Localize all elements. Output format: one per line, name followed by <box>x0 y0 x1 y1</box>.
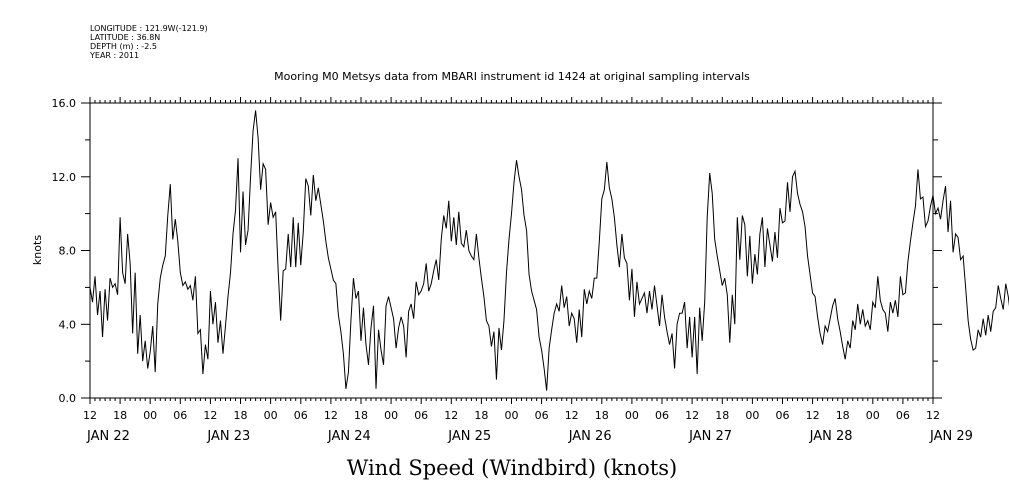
x-hour-label: 18 <box>595 409 609 422</box>
x-hour-label: 18 <box>234 409 248 422</box>
x-hour-label: 12 <box>685 409 699 422</box>
y-tick-label: 8.0 <box>59 245 77 258</box>
x-date-label: JAN 26 <box>568 429 612 444</box>
x-date-label: JAN 23 <box>206 429 250 444</box>
x-date-label: JAN 22 <box>86 429 130 444</box>
x-hour-label: 00 <box>866 409 880 422</box>
chart-title: Mooring M0 Metsys data from MBARI instru… <box>274 70 750 83</box>
y-tick-label: 4.0 <box>59 318 77 331</box>
x-hour-label: 06 <box>294 409 308 422</box>
x-hour-label: 00 <box>625 409 639 422</box>
x-axis-title: Wind Speed (Windbird) (knots) <box>347 456 677 480</box>
x-hour-labels: 12 18 00 06 12 18 00 06 12 18 00 06 12 18 00 06 12 18 00 06… <box>83 409 940 422</box>
x-hour-label: 12 <box>203 409 217 422</box>
x-date-label: JAN 27 <box>688 429 732 444</box>
x-hour-label: 12 <box>324 409 338 422</box>
x-hour-label: 06 <box>173 409 187 422</box>
x-hour-label: 00 <box>264 409 278 422</box>
x-date-label: JAN 24 <box>327 429 371 444</box>
x-hour-label: 12 <box>444 409 458 422</box>
x-hour-label: 00 <box>745 409 759 422</box>
plot-frame <box>89 102 934 399</box>
x-hour-label: 12 <box>83 409 97 422</box>
x-hour-label: 12 <box>926 409 940 422</box>
x-hour-label: 18 <box>474 409 488 422</box>
x-hour-label: 18 <box>113 409 127 422</box>
x-hour-label: 06 <box>776 409 790 422</box>
y-tick-label: 16.0 <box>52 97 77 110</box>
x-hour-label: 06 <box>535 409 549 422</box>
x-hour-label: 00 <box>505 409 519 422</box>
x-hour-label: 06 <box>655 409 669 422</box>
x-hour-label: 18 <box>715 409 729 422</box>
y-tick-labels: 0.0 4.0 8.0 12.0 16.0 <box>52 97 77 405</box>
x-hour-label: 18 <box>354 409 368 422</box>
x-date-label: JAN 29 <box>929 429 973 444</box>
depth-text: DEPTH (m) : -2.5 <box>90 42 157 51</box>
metadata-block: LONGITUDE : 121.9W(-121.9) LATITUDE : 36… <box>89 24 208 60</box>
x-date-label: JAN 28 <box>809 429 853 444</box>
y-axis-label: knots <box>31 235 44 265</box>
y-tick-label: 0.0 <box>59 392 77 405</box>
longitude-text: LONGITUDE : 121.9W(-121.9) <box>90 24 208 33</box>
x-hour-label: 00 <box>384 409 398 422</box>
latitude-text: LATITUDE : 36.8N <box>90 33 160 42</box>
x-hour-label: 06 <box>414 409 428 422</box>
x-hour-label: 06 <box>896 409 910 422</box>
x-hour-label: 00 <box>143 409 157 422</box>
x-date-label: JAN 25 <box>447 429 491 444</box>
x-hour-label: 18 <box>836 409 850 422</box>
y-tick-label: 12.0 <box>52 171 77 184</box>
x-hour-label: 12 <box>565 409 579 422</box>
x-hour-label: 12 <box>806 409 820 422</box>
x-date-labels: JAN 22 JAN 23 JAN 24 JAN 25 JAN 26 JAN 27 JAN … <box>86 429 973 444</box>
year-text: YEAR : 2011 <box>89 51 139 60</box>
wind-speed-series-line <box>89 110 1009 391</box>
axis-ticks <box>81 97 942 404</box>
